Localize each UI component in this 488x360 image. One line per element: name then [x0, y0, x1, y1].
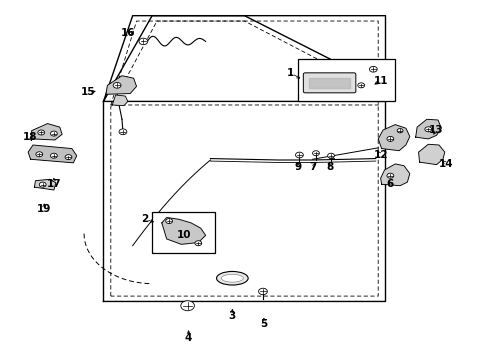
Text: 12: 12 [373, 150, 387, 160]
Polygon shape [28, 145, 77, 163]
Circle shape [50, 153, 57, 158]
Text: 16: 16 [121, 28, 135, 38]
Bar [152, 212, 215, 253]
Circle shape [295, 152, 303, 158]
Polygon shape [418, 144, 444, 165]
Circle shape [327, 153, 334, 158]
Text: 3: 3 [228, 311, 236, 321]
Polygon shape [103, 16, 385, 102]
Text: 8: 8 [325, 162, 332, 172]
Circle shape [369, 66, 376, 72]
Circle shape [195, 241, 201, 246]
Circle shape [424, 127, 431, 132]
Polygon shape [162, 217, 205, 244]
Circle shape [396, 129, 402, 133]
Text: 1: 1 [286, 68, 294, 78]
Circle shape [50, 131, 57, 136]
Polygon shape [34, 179, 56, 190]
Circle shape [39, 182, 46, 187]
Circle shape [113, 82, 121, 88]
Ellipse shape [221, 274, 243, 282]
Circle shape [65, 155, 72, 159]
Circle shape [119, 129, 126, 135]
Polygon shape [103, 16, 385, 301]
Circle shape [258, 288, 267, 295]
Text: 9: 9 [294, 162, 301, 172]
Circle shape [165, 219, 172, 224]
Text: 2: 2 [141, 214, 148, 224]
Circle shape [36, 152, 42, 157]
Circle shape [386, 173, 393, 178]
Text: 10: 10 [176, 230, 191, 240]
Polygon shape [31, 123, 62, 140]
Text: 15: 15 [81, 87, 95, 98]
Circle shape [386, 136, 393, 141]
Circle shape [38, 130, 44, 135]
Text: 4: 4 [184, 333, 192, 343]
Text: 14: 14 [438, 159, 453, 169]
Text: 11: 11 [373, 76, 387, 86]
Ellipse shape [216, 271, 247, 285]
Text: 18: 18 [22, 132, 37, 142]
Polygon shape [112, 95, 127, 106]
Text: 5: 5 [260, 319, 267, 329]
Bar [297, 59, 394, 102]
Circle shape [357, 83, 364, 88]
Circle shape [181, 301, 194, 311]
FancyBboxPatch shape [303, 73, 355, 93]
Polygon shape [377, 125, 409, 151]
Polygon shape [380, 164, 409, 186]
Polygon shape [415, 119, 441, 139]
Text: 13: 13 [428, 125, 443, 135]
Circle shape [312, 151, 319, 156]
Text: 19: 19 [37, 204, 51, 214]
Polygon shape [106, 76, 136, 94]
Text: 7: 7 [308, 162, 316, 172]
Circle shape [139, 38, 147, 45]
Text: 6: 6 [386, 179, 393, 189]
Text: 17: 17 [46, 179, 61, 189]
